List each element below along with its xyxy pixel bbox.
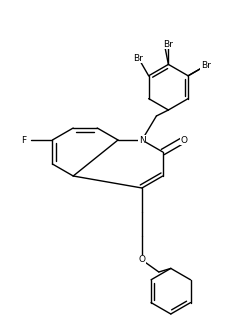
Text: O: O [180,135,187,144]
Text: F: F [21,135,26,144]
Text: Br: Br [201,61,211,70]
Text: Br: Br [164,40,173,49]
Text: O: O [139,256,145,265]
Text: Br: Br [134,54,143,63]
Text: N: N [139,135,145,144]
